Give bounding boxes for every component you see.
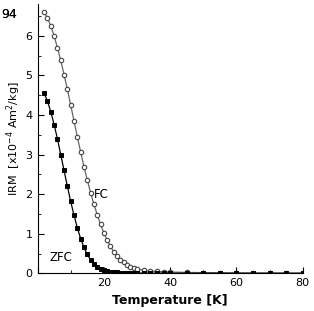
Y-axis label: IRM  [x10$^{-4}$ Am$^{2}$/kg]: IRM [x10$^{-4}$ Am$^{2}$/kg] xyxy=(4,81,23,196)
Text: ZFC: ZFC xyxy=(49,251,72,264)
Text: FC: FC xyxy=(94,188,109,201)
X-axis label: Temperature [K]: Temperature [K] xyxy=(112,294,228,307)
Text: 94: 94 xyxy=(2,8,17,21)
Text: 94: 94 xyxy=(2,8,17,21)
